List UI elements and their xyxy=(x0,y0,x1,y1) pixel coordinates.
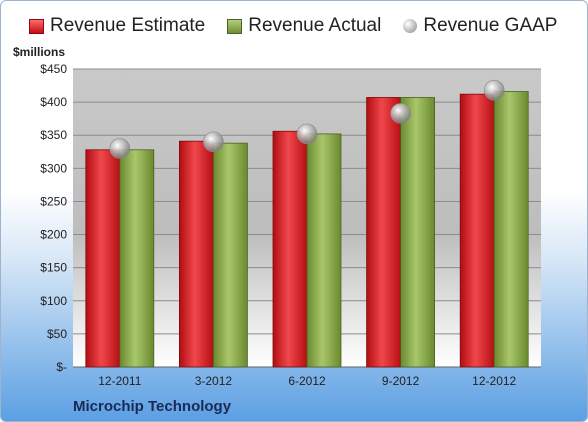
y-tick-label: $250 xyxy=(40,194,67,208)
y-axis-unit-label: $millions xyxy=(13,45,66,59)
marker-revenue-gaap xyxy=(390,103,411,124)
bar-revenue-actual xyxy=(119,149,155,368)
legend-item-actual: Revenue Actual xyxy=(227,15,381,37)
y-tick-label: $50 xyxy=(47,327,67,341)
legend-item-estimate: Revenue Estimate xyxy=(29,15,205,37)
chart-legend: Revenue Estimate Revenue Actual Revenue … xyxy=(29,15,557,37)
bar-revenue-actual xyxy=(400,97,436,368)
legend-label-actual: Revenue Actual xyxy=(248,15,382,36)
bar-revenue-estimate xyxy=(178,140,214,368)
bar-revenue-actual xyxy=(212,142,248,368)
bar-revenue-estimate xyxy=(85,149,121,368)
y-tick-label: $350 xyxy=(40,128,67,142)
bar-revenue-actual xyxy=(493,91,529,368)
y-tick-label: $- xyxy=(56,360,67,374)
y-tick-label: $100 xyxy=(40,294,67,308)
y-tick-label: $400 xyxy=(40,95,67,109)
legend-label-gaap: Revenue GAAP xyxy=(423,15,558,36)
y-tick-label: $200 xyxy=(40,228,67,242)
x-tick-label: 12-2011 xyxy=(98,374,141,388)
legend-swatch-gaap xyxy=(403,19,418,33)
x-tick-label: 12-2012 xyxy=(472,374,516,388)
legend-label-estimate: Revenue Estimate xyxy=(50,15,206,36)
legend-swatch-estimate xyxy=(29,18,44,34)
legend-swatch-actual xyxy=(227,18,243,34)
marker-revenue-gaap xyxy=(203,131,224,153)
x-tick-label: 6-2012 xyxy=(288,374,326,388)
bar-revenue-estimate xyxy=(366,97,402,368)
y-tick-label: $450 xyxy=(40,62,67,76)
marker-revenue-gaap xyxy=(483,79,505,101)
y-tick-label: $300 xyxy=(40,161,67,175)
bar-revenue-estimate xyxy=(272,130,308,368)
marker-revenue-gaap xyxy=(109,138,131,159)
bar-revenue-estimate xyxy=(459,93,495,368)
y-tick-label: $150 xyxy=(40,261,67,275)
x-tick-label: 3-2012 xyxy=(195,374,233,388)
marker-revenue-gaap xyxy=(296,123,318,145)
company-name: Microchip Technology xyxy=(73,398,232,415)
x-tick-label: 9-2012 xyxy=(382,374,420,388)
legend-item-gaap: Revenue GAAP xyxy=(403,15,557,37)
bar-revenue-actual xyxy=(306,133,342,368)
